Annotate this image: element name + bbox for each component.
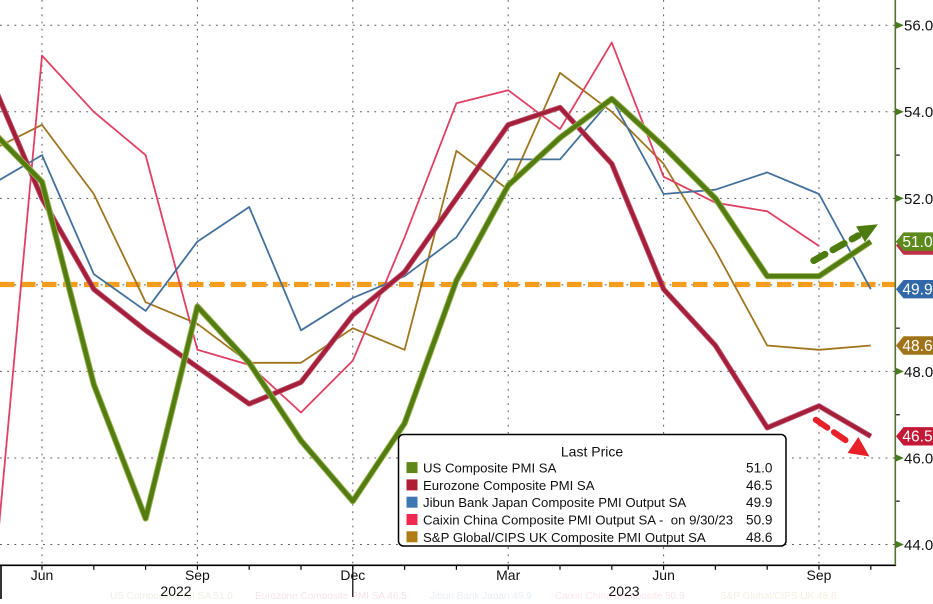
svg-text:Jibun Bank Japan 49.9: Jibun Bank Japan 49.9 — [430, 591, 532, 599]
svg-text:Last Price: Last Price — [561, 444, 623, 460]
svg-text:Sep: Sep — [807, 567, 832, 583]
svg-text:S&P Global/CIPS UK 48.6: S&P Global/CIPS UK 48.6 — [720, 591, 837, 599]
svg-text:Dec: Dec — [340, 567, 365, 583]
svg-text:Eurozone Composite PMI SA: Eurozone Composite PMI SA — [423, 478, 595, 493]
svg-text:Jibun Bank Japan Composite PMI: Jibun Bank Japan Composite PMI Output SA — [423, 495, 686, 510]
svg-text:Jun: Jun — [31, 567, 54, 583]
svg-text:49.9: 49.9 — [902, 282, 932, 299]
svg-text:2022: 2022 — [160, 583, 191, 599]
svg-text:Mar: Mar — [496, 567, 520, 583]
svg-text:44.0: 44.0 — [904, 537, 933, 554]
svg-text:54.0: 54.0 — [904, 104, 933, 121]
svg-text:US Composite PMI SA: US Composite PMI SA — [423, 461, 557, 476]
svg-text:51.0: 51.0 — [746, 461, 773, 476]
svg-text:56.0: 56.0 — [904, 18, 933, 35]
svg-text:46.5: 46.5 — [746, 478, 772, 493]
svg-text:Caixin China Composite PMI Out: Caixin China Composite PMI Output SA - o… — [423, 513, 733, 528]
svg-text:48.6: 48.6 — [902, 338, 932, 355]
svg-text:51.0: 51.0 — [902, 234, 933, 251]
svg-text:48.6: 48.6 — [746, 530, 772, 545]
svg-text:Sep: Sep — [185, 567, 210, 583]
svg-text:46.5: 46.5 — [902, 429, 932, 446]
svg-text:Jun: Jun — [652, 567, 675, 583]
svg-text:46.0: 46.0 — [904, 450, 933, 467]
svg-text:S&P Global/CIPS UK Composite P: S&P Global/CIPS UK Composite PMI Output … — [423, 530, 706, 545]
svg-text:52.0: 52.0 — [904, 191, 933, 208]
svg-text:50.9: 50.9 — [746, 513, 772, 528]
svg-text:Caixin China Composite 50.9: Caixin China Composite 50.9 — [555, 591, 685, 599]
svg-text:Eurozone Composite PMI SA 46.5: Eurozone Composite PMI SA 46.5 — [255, 591, 407, 599]
svg-text:2023: 2023 — [608, 583, 639, 599]
svg-text:US Composite PMI SA 51.0: US Composite PMI SA 51.0 — [110, 591, 233, 599]
svg-text:48.0: 48.0 — [904, 364, 933, 381]
svg-text:49.9: 49.9 — [746, 495, 772, 510]
